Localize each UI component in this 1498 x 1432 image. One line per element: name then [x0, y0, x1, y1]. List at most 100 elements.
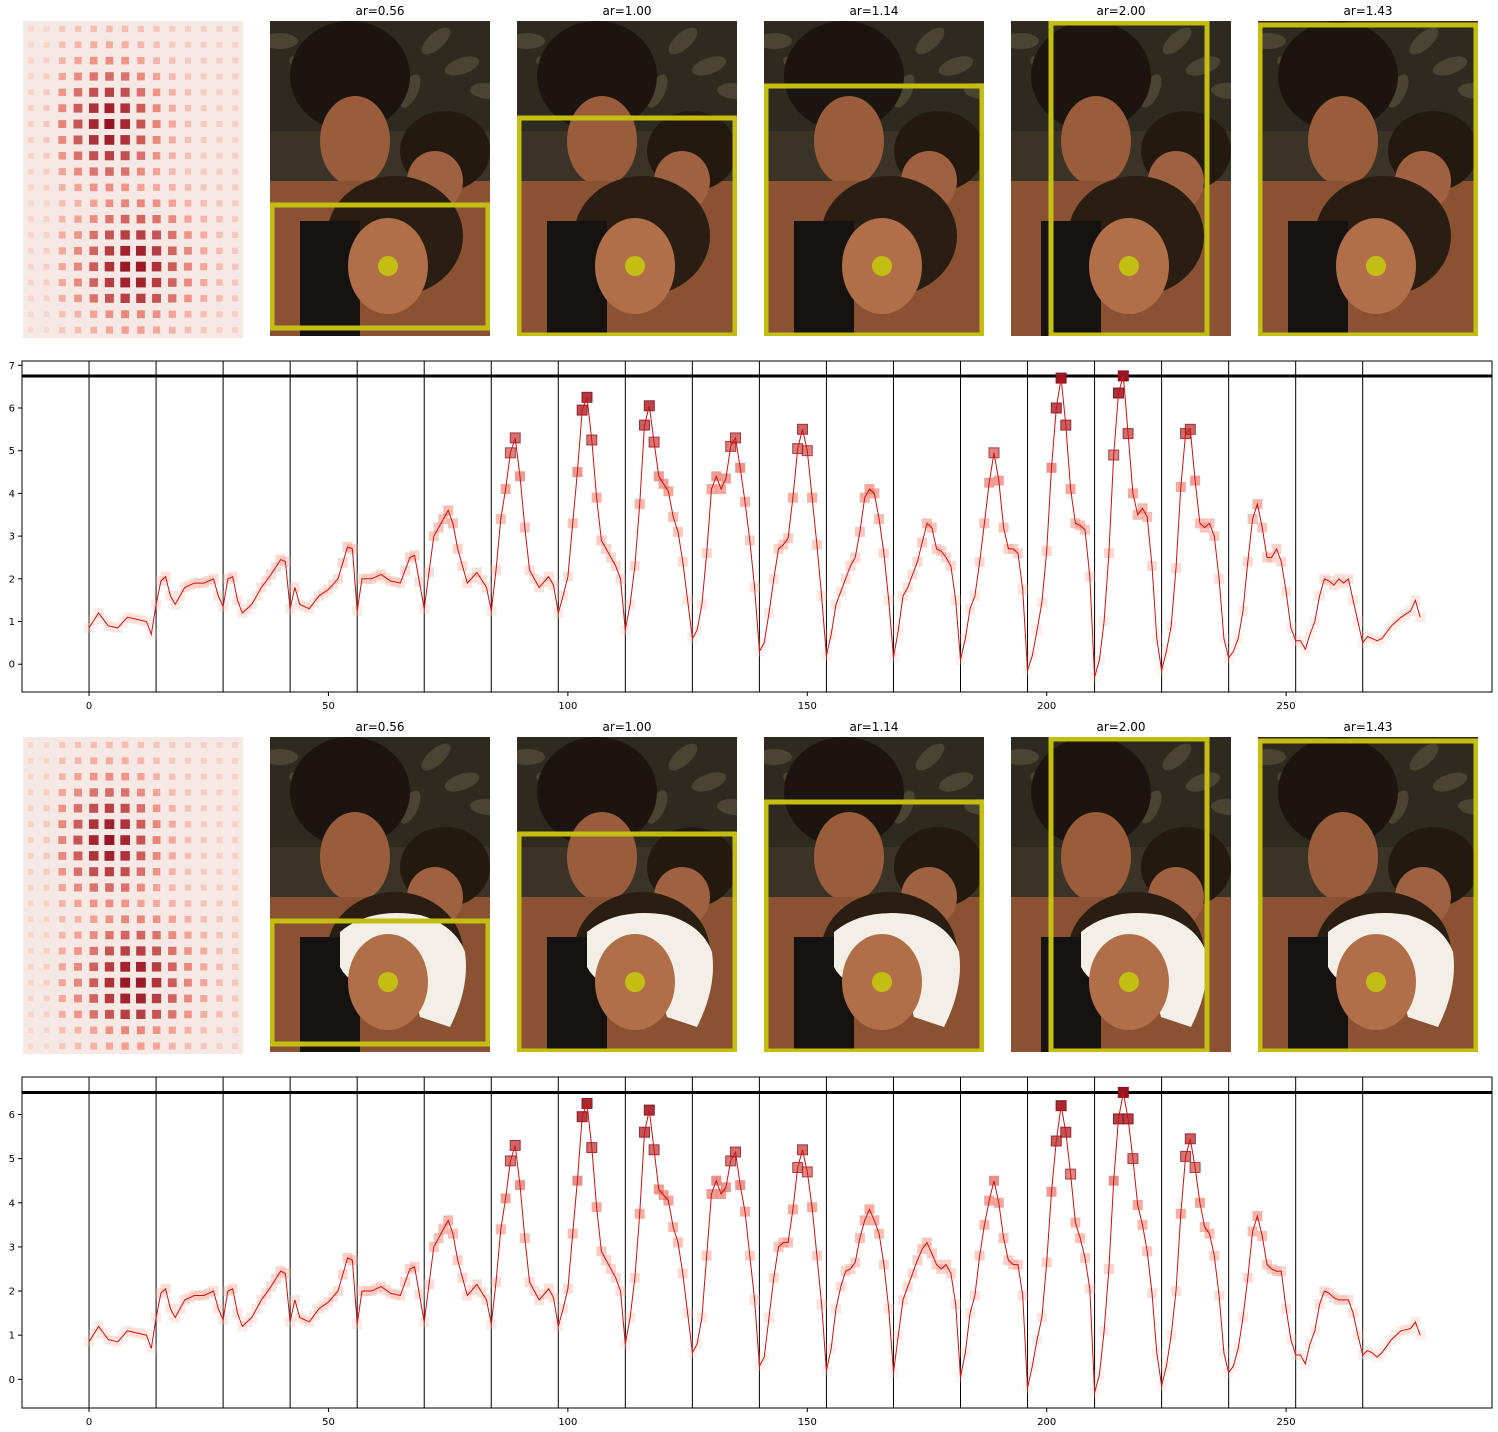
heatmap-cell	[28, 900, 34, 907]
heatmap-cell	[74, 231, 82, 239]
heatmap-cell	[74, 947, 82, 955]
heatmap-cell	[28, 979, 34, 986]
heatmap-cell	[120, 87, 130, 97]
heatmap-cell	[105, 199, 114, 208]
heatmap-cell	[200, 26, 207, 32]
heatmap-cell	[43, 200, 50, 207]
centroid-dot	[1119, 256, 1139, 276]
heatmap-cell	[216, 105, 223, 112]
heatmap-cell	[232, 57, 239, 64]
heatmap-cell	[74, 994, 82, 1003]
data-point	[84, 622, 94, 633]
heatmap-cell	[216, 916, 223, 923]
crop-box	[1258, 22, 1478, 336]
heatmap-cell	[74, 41, 82, 49]
centroid-dot	[625, 972, 645, 992]
heatmap-cell	[59, 311, 66, 318]
heatmap-cell	[200, 41, 207, 48]
heatmap-cell	[43, 232, 50, 238]
heatmap-cell	[168, 199, 176, 207]
heatmap-cell	[216, 868, 223, 875]
heatmap-cell	[120, 277, 131, 288]
heatmap-cell	[89, 135, 99, 145]
heatmap-cell	[89, 994, 98, 1003]
heatmap-cell	[216, 168, 223, 175]
heatmap-cell	[216, 900, 223, 907]
heatmap-cell	[43, 852, 50, 859]
heatmap-cell	[168, 900, 176, 907]
heatmap-cell	[73, 819, 83, 829]
heatmap-cell	[105, 772, 114, 781]
heatmap-cell	[89, 883, 98, 892]
heatmap-cell	[105, 757, 113, 765]
heatmap-cell	[90, 741, 97, 749]
x-tick-label: 150	[798, 701, 817, 712]
heatmap-cell	[105, 41, 113, 49]
heatmap-cell	[136, 245, 146, 256]
heatmap-cell	[43, 73, 50, 80]
heatmap-cell	[120, 803, 130, 813]
heatmap-cell	[184, 821, 192, 828]
heatmap-cell	[58, 1010, 66, 1018]
heatmap-cell	[137, 326, 145, 334]
heatmap-cell	[121, 72, 130, 81]
heatmap-cell	[136, 214, 146, 224]
heatmap-cell	[104, 87, 114, 97]
heatmap-cell	[216, 884, 223, 891]
y-tick-label: 3	[9, 532, 15, 543]
heatmap-cell	[200, 868, 207, 875]
heatmap-cell	[74, 310, 82, 318]
heatmap-cell	[216, 247, 223, 255]
heatmap-cell	[184, 231, 192, 239]
heatmap-cell	[28, 311, 34, 317]
heatmap-cell	[184, 805, 192, 812]
y-tick-label: 4	[9, 489, 15, 500]
heatmap-cell	[216, 184, 223, 191]
heatmap-cell	[89, 788, 98, 797]
heatmap-cell	[104, 835, 115, 845]
heatmap-cell	[58, 247, 66, 255]
heatmap-cell	[89, 151, 99, 161]
heatmap-cell	[200, 821, 207, 828]
heatmap-cell	[184, 120, 192, 128]
heatmap-cell	[104, 867, 114, 877]
heatmap-cell	[43, 89, 50, 96]
heatmap-cell	[216, 852, 223, 859]
heatmap-cell	[200, 263, 208, 271]
heatmap-cell	[89, 803, 99, 813]
y-tick-label: 6	[9, 1110, 15, 1121]
y-tick-label: 6	[9, 403, 15, 414]
heatmap-cell	[43, 216, 50, 222]
crop-thumbnail	[1011, 21, 1231, 336]
heatmap-cell	[121, 757, 129, 765]
heatmap-cell	[168, 868, 176, 876]
heatmap-cell	[74, 773, 82, 781]
heatmap-cell	[232, 105, 239, 112]
heatmap-cell	[216, 311, 223, 318]
heatmap-cell	[121, 326, 129, 334]
heatmap-cell	[169, 789, 176, 796]
heatmap-cell	[136, 103, 146, 113]
heatmap-cell	[168, 152, 176, 160]
heatmap-cell	[88, 119, 99, 129]
heatmap-cell	[58, 900, 66, 907]
y-tick-label: 2	[9, 574, 15, 585]
heatmap-cell	[73, 119, 83, 129]
heatmap-cell	[90, 326, 98, 334]
heatmap-cell	[153, 25, 160, 32]
y-tick-label: 1	[9, 1331, 15, 1342]
heatmap-cell	[169, 773, 176, 780]
x-tick-label: 250	[1277, 701, 1296, 712]
heatmap-cell	[136, 961, 146, 972]
heatmap-cell	[58, 963, 66, 971]
heatmap-cell	[184, 199, 192, 207]
heatmap-cell	[152, 868, 161, 876]
heatmap-cell	[43, 121, 50, 128]
heatmap-cell	[121, 772, 129, 781]
heatmap-cell	[184, 884, 192, 891]
heatmap-cell	[232, 73, 239, 80]
score-line-chart-2: 0 50 100 150 200 250 0 1 2 3 4 5 6	[9, 1076, 1493, 1428]
heatmap-cell	[58, 773, 66, 780]
heatmap-cell	[59, 1043, 66, 1050]
heatmap-cell	[28, 995, 34, 1002]
